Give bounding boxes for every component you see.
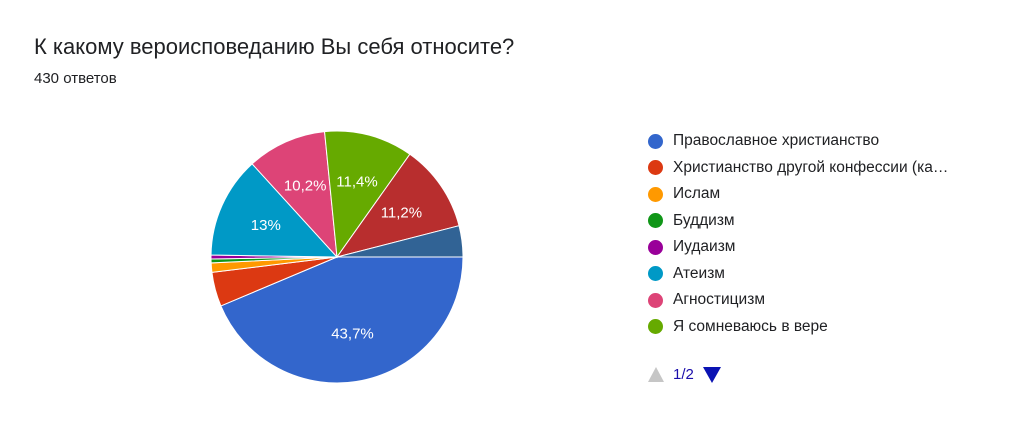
- legend-label: Буддизм: [673, 211, 735, 229]
- slice-data-label: 43,7%: [331, 326, 374, 343]
- legend-swatch: [648, 133, 663, 149]
- legend-item[interactable]: Православное христианство: [648, 128, 978, 155]
- legend-label: Я сомневаюсь в вере: [673, 317, 828, 335]
- chart-title: К какому вероисповеданию Вы себя относит…: [34, 34, 515, 59]
- legend-label: Христианство другой конфессии (ка…: [673, 158, 949, 176]
- legend-label: Иудаизм: [673, 238, 736, 256]
- pie-slice[interactable]: [336, 225, 464, 258]
- legend-swatch: [648, 266, 663, 282]
- slice-data-label: 11,2%: [381, 205, 422, 222]
- legend-swatch: [648, 186, 663, 202]
- pie-slice[interactable]: [324, 130, 411, 259]
- legend-item[interactable]: Я сомневаюсь в вере: [648, 314, 978, 341]
- pie-slice[interactable]: [210, 163, 339, 258]
- legend-label: Атеизм: [673, 264, 725, 282]
- pie-slice[interactable]: [251, 131, 338, 259]
- legend-swatch: [648, 239, 663, 255]
- legend-swatch: [648, 292, 663, 308]
- triangle-down-icon[interactable]: [702, 366, 721, 383]
- pie-slice[interactable]: [220, 256, 464, 384]
- response-count: 430 ответов: [34, 70, 117, 87]
- slice-data-label: 13%: [251, 217, 281, 234]
- legend-item[interactable]: Ислам: [648, 181, 978, 208]
- triangle-up-icon[interactable]: [648, 367, 664, 382]
- legend-swatch: [648, 160, 663, 176]
- pie-slice[interactable]: [335, 153, 460, 258]
- legend-item[interactable]: Агностицизм: [648, 287, 978, 314]
- legend-label: Православное христианство: [673, 132, 880, 150]
- legend-item[interactable]: Христианство другой конфессии (ка…: [648, 155, 978, 182]
- legend-item[interactable]: Буддизм: [648, 208, 978, 235]
- legend: Православное христианство Христианство д…: [648, 128, 978, 340]
- legend-pager: 1/2: [648, 366, 721, 383]
- legend-label: Ислам: [673, 185, 721, 203]
- slice-data-label: 10,2%: [284, 178, 327, 195]
- legend-swatch: [648, 319, 663, 335]
- legend-item[interactable]: Атеизм: [648, 261, 978, 288]
- legend-item[interactable]: Иудаизм: [648, 234, 978, 261]
- legend-swatch: [648, 213, 663, 229]
- page-indicator: 1/2: [673, 366, 694, 383]
- slice-data-label: 11,4%: [336, 174, 377, 191]
- legend-label: Агностицизм: [673, 291, 765, 309]
